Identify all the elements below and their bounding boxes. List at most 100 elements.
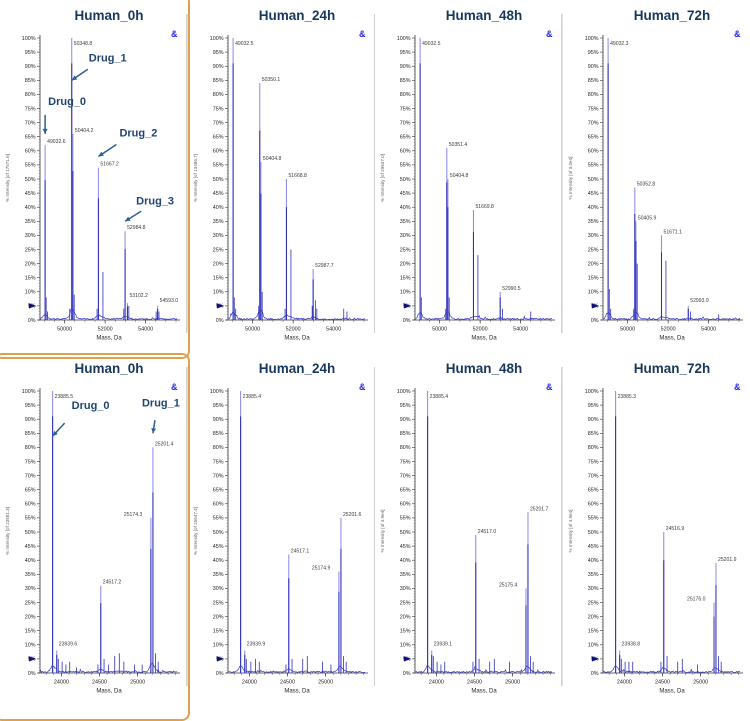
y-tick-label: 80% (212, 445, 223, 451)
y-tick-label: 85% (212, 78, 223, 84)
y-tick-label: 55% (400, 163, 411, 169)
y-tick-label: 55% (212, 515, 223, 521)
x-tick-label: 24000 (429, 679, 444, 685)
y-tick-label: 30% (212, 586, 223, 592)
y-tick-label: 30% (587, 586, 598, 592)
peak-mass-label: 51669.8 (475, 204, 494, 210)
y-tick-label: 15% (212, 628, 223, 634)
peak-mass-label: 50351.4 (449, 142, 468, 148)
y-tick-label: 65% (212, 135, 223, 141)
y-tick-label: 70% (400, 120, 411, 126)
y-tick-label: 25% (400, 600, 411, 606)
y-tick-label: 95% (400, 50, 411, 56)
y-tick-label: 35% (400, 219, 411, 225)
y-tick-label: 60% (25, 149, 36, 155)
x-tick-label: 24500 (467, 679, 482, 685)
y-tick-label: 65% (400, 135, 411, 141)
y-tick-label: 60% (25, 501, 36, 507)
y-tick-label: 30% (400, 233, 411, 239)
y-tick-label: 55% (25, 515, 36, 521)
y-axis-label: % Intensity [of 4.9e4] (380, 509, 385, 552)
y-tick-label: 100% (584, 36, 598, 42)
peak-mass-label: 53102.2 (129, 293, 148, 299)
peak-mass-label: 50350.1 (261, 77, 280, 83)
x-axis-label: Mass, Da (471, 336, 497, 342)
y-tick-label: 85% (25, 78, 36, 84)
y-tick-label: 45% (25, 191, 36, 197)
noise-trace (603, 312, 740, 320)
y-tick-label: 40% (212, 205, 223, 211)
y-axis-label: % Intensity [of 23581.3] (5, 506, 10, 554)
y-tick-label: 35% (25, 219, 36, 225)
y-tick-label: 35% (212, 219, 223, 225)
y-tick-label: 55% (587, 163, 598, 169)
y-tick-label: 90% (400, 417, 411, 423)
spectrum-plot: Human_0h&% Intensity [of 17571.6]0%5%10%… (0, 0, 188, 353)
y-tick-label: 0% (28, 670, 36, 676)
peak-mass-label: 49032.5 (235, 41, 254, 47)
y-tick-label: 55% (25, 163, 36, 169)
y-tick-label: 80% (25, 445, 36, 451)
y-tick-label: 0% (590, 318, 598, 324)
spectrum-plot: Human_24h&% Intensity [of 13486.7]0%5%10… (188, 0, 376, 353)
x-axis-label: Mass, Da (96, 688, 122, 694)
y-tick-label: 10% (400, 290, 411, 296)
y-tick-label: 75% (25, 459, 36, 465)
y-tick-label: 80% (587, 92, 598, 98)
y-tick-label: 65% (25, 487, 36, 493)
y-tick-label: 75% (587, 459, 598, 465)
peak-mass-label: 23885.4 (242, 394, 261, 400)
peak-mass-label: 25174.9 (311, 565, 330, 571)
y-tick-label: 25% (25, 247, 36, 253)
y-tick-label: 25% (25, 600, 36, 606)
y-tick-label: 65% (25, 135, 36, 141)
y-tick-label: 20% (212, 261, 223, 267)
y-tick-label: 60% (587, 501, 598, 507)
peak-mass-label: 23939.9 (246, 641, 265, 647)
spectrum-plot: Human_48h&% Intensity [of 29637.0]0%5%10… (375, 0, 563, 353)
spectrum-plot: Human_72h&% Intensity [of 3.0e4]0%5%10%1… (563, 0, 750, 353)
y-tick-label: 65% (212, 487, 223, 493)
y-tick-label: 75% (400, 106, 411, 112)
noise-trace (603, 665, 740, 672)
y-tick-label: 75% (25, 106, 36, 112)
drug-annotation-label: Drug_1 (89, 52, 127, 64)
spectrum-panel-human_48h-row2: Human_48h&% Intensity [of 4.9e4]0%5%10%1… (375, 353, 563, 706)
y-tick-label: 50% (400, 177, 411, 183)
peak-mass-label: 25201.4 (155, 441, 174, 447)
y-tick-label: 25% (212, 600, 223, 606)
y-tick-label: 75% (212, 459, 223, 465)
y-tick-label: 10% (212, 290, 223, 296)
y-tick-label: 15% (212, 276, 223, 282)
y-tick-label: 70% (25, 473, 36, 479)
y-tick-label: 85% (400, 78, 411, 84)
y-axis-label: % Intensity [of 17571.6] (5, 154, 10, 202)
y-tick-label: 35% (400, 572, 411, 578)
peak-mass-label: 23885.4 (430, 394, 449, 400)
x-tick-label: 54000 (513, 327, 528, 333)
y-tick-label: 90% (25, 417, 36, 423)
y-tick-label: 20% (587, 261, 598, 267)
y-tick-label: 15% (587, 628, 598, 634)
x-tick-label: 24500 (92, 679, 107, 685)
peak-mass-label: 24517.0 (478, 528, 497, 534)
panel-title: Human_24h (258, 8, 335, 23)
y-axis-label: % Intensity [of 4.9e4] (568, 509, 573, 552)
spectrum-plot: Human_0h&% Intensity [of 23581.3]0%5%10%… (0, 353, 188, 706)
spectrum-panel-human_24h-row1: Human_24h&% Intensity [of 13486.7]0%5%10… (188, 0, 376, 353)
x-tick-label: 54000 (701, 327, 716, 333)
y-tick-label: 100% (22, 36, 36, 42)
peak-mass-label: 25175.4 (499, 582, 518, 588)
y-axis-label: % Intensity [of 25647.4] (193, 506, 198, 554)
peak-mass-label: 24517.1 (290, 548, 309, 554)
y-tick-label: 90% (400, 64, 411, 70)
drug-annotation-label: Drug_3 (136, 195, 174, 207)
panel-title: Human_72h (633, 361, 710, 376)
y-tick-label: 30% (400, 586, 411, 592)
y-tick-label: 80% (400, 92, 411, 98)
peak-mass-label: 49032.3 (610, 41, 629, 47)
y-tick-label: 50% (25, 177, 36, 183)
y-tick-label: 80% (587, 445, 598, 451)
y-tick-label: 45% (400, 543, 411, 549)
peak-mass-label: 51671.1 (663, 229, 682, 235)
